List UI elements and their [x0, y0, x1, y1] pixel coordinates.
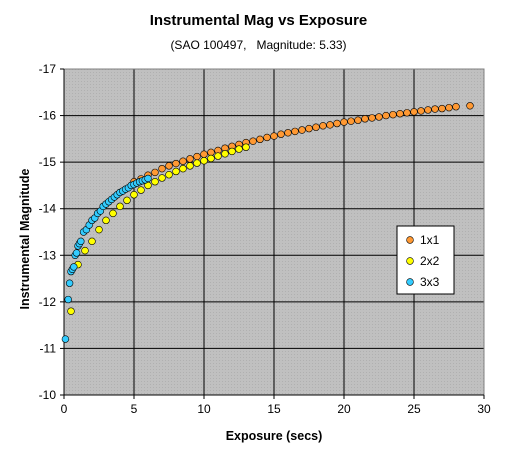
y-tick-label: -13 [39, 248, 57, 262]
point-2x2 [235, 145, 243, 153]
point-3x3 [65, 279, 74, 287]
x-tick-label: 0 [61, 402, 68, 416]
point-1x1 [186, 155, 194, 163]
point-2x2 [165, 171, 173, 179]
point-3x3 [77, 237, 85, 246]
point-3x3 [70, 263, 78, 271]
x-tick-label: 15 [267, 402, 281, 416]
tick-labels: 0 5 10 15 20 25 30 -10 -11 -12 -13 -14 -15 -16 -17 [39, 62, 491, 416]
point-1x1 [298, 126, 306, 134]
legend-marker-3x3 [406, 278, 414, 286]
point-2x2 [186, 162, 194, 170]
point-1x1 [396, 110, 404, 118]
point-1x1 [368, 114, 376, 122]
point-2x2 [214, 152, 222, 160]
point-2x2 [88, 237, 96, 246]
point-1x1 [319, 122, 327, 130]
point-1x1 [284, 129, 292, 137]
point-2x2 [81, 246, 89, 255]
legend-marker-1x1 [406, 236, 414, 244]
data-points [61, 102, 474, 343]
point-1x1 [172, 159, 180, 168]
x-tick-label: 5 [131, 402, 138, 416]
x-axis-label: Exposure (secs) [225, 429, 323, 443]
legend: 1x1 2x2 3x3 [396, 225, 455, 295]
point-2x2 [67, 307, 75, 315]
point-1x1 [249, 137, 257, 145]
point-1x1 [312, 123, 320, 131]
point-1x1 [165, 162, 173, 170]
point-3x3 [144, 174, 152, 183]
point-2x2 [221, 150, 229, 158]
legend-label-2x2: 2x2 [420, 254, 440, 268]
point-3x3 [61, 335, 70, 343]
point-1x1 [452, 103, 460, 111]
point-1x1 [438, 104, 446, 113]
y-tick-label: -11 [40, 341, 57, 355]
point-1x1 [151, 168, 159, 177]
x-tick-label: 20 [337, 402, 351, 416]
y-tick-label: -10 [39, 388, 57, 402]
legend-label-3x3: 3x3 [420, 275, 440, 289]
point-1x1 [431, 105, 439, 113]
y-tick-label: -17 [39, 62, 57, 76]
point-1x1 [333, 119, 341, 128]
point-2x2 [242, 143, 250, 151]
legend-marker-2x2 [406, 257, 414, 265]
point-1x1 [256, 135, 264, 144]
x-tick-label: 25 [407, 402, 421, 416]
point-1x1 [305, 124, 313, 133]
point-1x1 [382, 111, 390, 120]
point-1x1 [340, 118, 348, 126]
point-2x2 [228, 147, 236, 156]
y-tick-label: -15 [39, 155, 57, 169]
point-2x2 [137, 186, 145, 194]
point-1x1 [291, 127, 299, 136]
point-1x1 [389, 110, 397, 119]
x-tick-label: 30 [477, 402, 491, 416]
point-2x2 [158, 174, 166, 182]
point-2x2 [123, 196, 131, 205]
point-2x2 [179, 164, 187, 173]
point-1x1 [403, 109, 411, 117]
point-1x1 [200, 150, 208, 158]
point-2x2 [116, 202, 124, 211]
chart-subtitle: (SAO 100497, Magnitude: 5.33) [170, 38, 347, 52]
point-1x1 [270, 132, 278, 140]
point-1x1 [410, 108, 418, 116]
chart-title: Instrumental Mag vs Exposure [149, 12, 368, 29]
point-1x1 [375, 113, 383, 121]
point-1x1 [361, 115, 369, 123]
point-2x2 [200, 157, 208, 165]
y-tick-label: -14 [39, 202, 57, 216]
point-2x2 [207, 154, 215, 163]
point-1x1 [158, 164, 166, 173]
point-2x2 [102, 216, 110, 225]
point-1x1 [445, 103, 453, 112]
point-1x1 [179, 157, 187, 165]
point-1x1 [326, 121, 334, 129]
x-tick-label: 10 [197, 402, 211, 416]
point-1x1 [263, 133, 271, 142]
point-1x1 [466, 102, 474, 110]
point-1x1 [417, 107, 425, 115]
point-1x1 [354, 116, 362, 124]
point-3x3 [72, 249, 81, 257]
point-2x2 [130, 191, 138, 199]
point-2x2 [95, 225, 103, 234]
y-tick-label: -12 [39, 295, 57, 309]
legend-label-1x1: 1x1 [420, 233, 440, 247]
point-2x2 [193, 159, 201, 167]
point-1x1 [347, 117, 355, 125]
point-2x2 [109, 209, 117, 218]
point-1x1 [424, 106, 432, 114]
point-1x1 [193, 152, 201, 161]
point-2x2 [172, 167, 180, 176]
point-2x2 [151, 178, 159, 186]
point-1x1 [277, 130, 285, 138]
point-3x3 [64, 295, 72, 304]
y-tick-label: -16 [39, 109, 57, 123]
